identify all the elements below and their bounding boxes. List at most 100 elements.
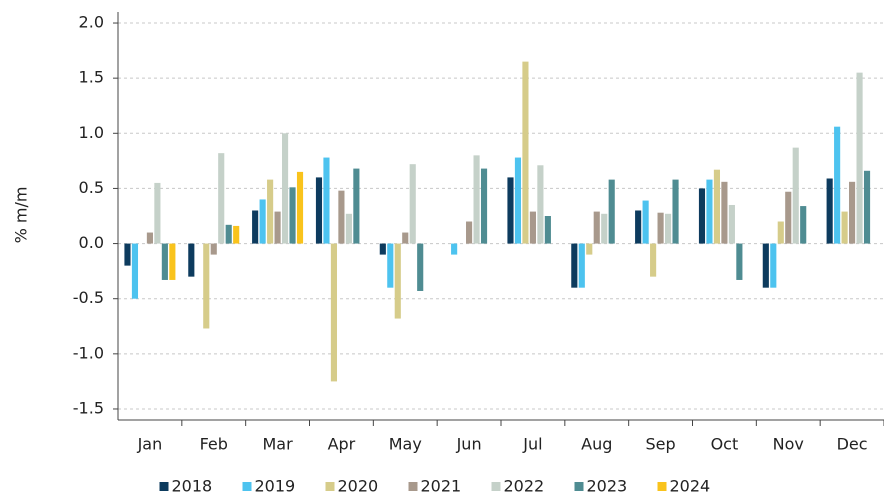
y-tick-label: 1.5: [79, 68, 104, 87]
legend-label: 2023: [587, 477, 628, 496]
legend-swatch: [657, 482, 667, 491]
bar: [785, 191, 792, 244]
x-tick-label: Aug: [581, 435, 612, 454]
bar: [841, 211, 848, 244]
x-tick-label: Oct: [711, 435, 739, 454]
bar: [473, 155, 480, 244]
bar: [571, 243, 578, 288]
bar: [466, 221, 473, 244]
legend-label: 2024: [670, 477, 711, 496]
bar: [210, 243, 217, 255]
bar: [608, 179, 615, 244]
bar: [856, 72, 863, 244]
bar: [635, 210, 642, 244]
legend-label: 2020: [338, 477, 379, 496]
bar: [330, 243, 338, 382]
y-tick-label: -0.5: [73, 288, 104, 307]
bar: [642, 200, 649, 244]
bar: [394, 243, 401, 319]
x-tick-label: Jul: [522, 435, 542, 454]
bar: [578, 243, 585, 288]
bar: [274, 211, 281, 244]
legend-label: 2019: [255, 477, 296, 496]
bar: [169, 243, 176, 280]
bar: [657, 212, 664, 244]
bar: [225, 224, 232, 244]
bar: [252, 210, 259, 244]
bar: [713, 169, 721, 244]
bar: [736, 243, 743, 280]
x-tick-label: Nov: [773, 435, 804, 454]
bar: [849, 181, 856, 244]
bar: [650, 243, 657, 277]
bar: [792, 147, 799, 244]
bar: [233, 225, 240, 244]
x-tick-label: Mar: [262, 435, 293, 454]
y-tick-label: -1.0: [73, 343, 104, 362]
bar: [345, 213, 352, 244]
bar: [409, 164, 416, 244]
bar: [387, 243, 394, 288]
legend-swatch: [159, 482, 169, 491]
x-tick-label: Feb: [200, 435, 228, 454]
bar: [863, 170, 871, 244]
y-tick-label: 0.0: [79, 233, 104, 252]
bar: [728, 204, 735, 244]
bar: [353, 168, 360, 244]
bar: [124, 243, 131, 266]
bar: [338, 190, 345, 244]
bar: [721, 181, 728, 244]
legend-swatch: [574, 482, 584, 491]
bar: [267, 179, 274, 244]
bar: [698, 188, 706, 244]
y-tick-label: -1.5: [73, 398, 104, 417]
bar: [706, 179, 713, 244]
bar: [770, 243, 777, 288]
bar: [586, 243, 593, 255]
legend-swatch: [325, 482, 335, 491]
bar: [451, 243, 458, 255]
bar: [826, 178, 833, 244]
bar: [188, 243, 195, 277]
legend-swatch: [408, 482, 418, 491]
bar: [296, 171, 304, 244]
bar: [259, 199, 266, 244]
bar: [601, 213, 608, 244]
bar: [379, 243, 386, 255]
bar: [154, 182, 161, 244]
bar: [281, 133, 289, 244]
bar: [672, 179, 679, 244]
bar: [402, 232, 409, 244]
x-tick-label: Jan: [137, 435, 163, 454]
x-tick-label: May: [389, 435, 422, 454]
legend-label: 2022: [504, 477, 545, 496]
x-tick-label: Apr: [328, 435, 356, 454]
bar: [417, 243, 424, 291]
bar: [315, 177, 323, 244]
bar: [522, 61, 529, 244]
bar: [480, 168, 488, 244]
bar: [203, 243, 210, 329]
legend-swatch: [242, 482, 252, 491]
y-tick-label: 2.0: [79, 13, 104, 32]
x-tick-label: Jun: [456, 435, 482, 454]
legend-label: 2018: [172, 477, 213, 496]
y-tick-label: 0.5: [79, 178, 104, 197]
legend-label: 2021: [421, 477, 462, 496]
bar: [218, 153, 225, 244]
bar: [514, 157, 522, 244]
bar: [762, 243, 769, 288]
x-tick-label: Dec: [837, 435, 868, 454]
bar: [161, 243, 168, 280]
bar: [664, 213, 672, 244]
legend-swatch: [491, 482, 501, 491]
bar: [131, 243, 139, 299]
bar: [289, 187, 296, 244]
bar: [507, 177, 514, 244]
y-axis-label: % m/m: [12, 187, 31, 244]
bar: [777, 221, 784, 244]
bar: [529, 211, 536, 244]
bar: [593, 211, 600, 244]
bar: [800, 206, 807, 244]
